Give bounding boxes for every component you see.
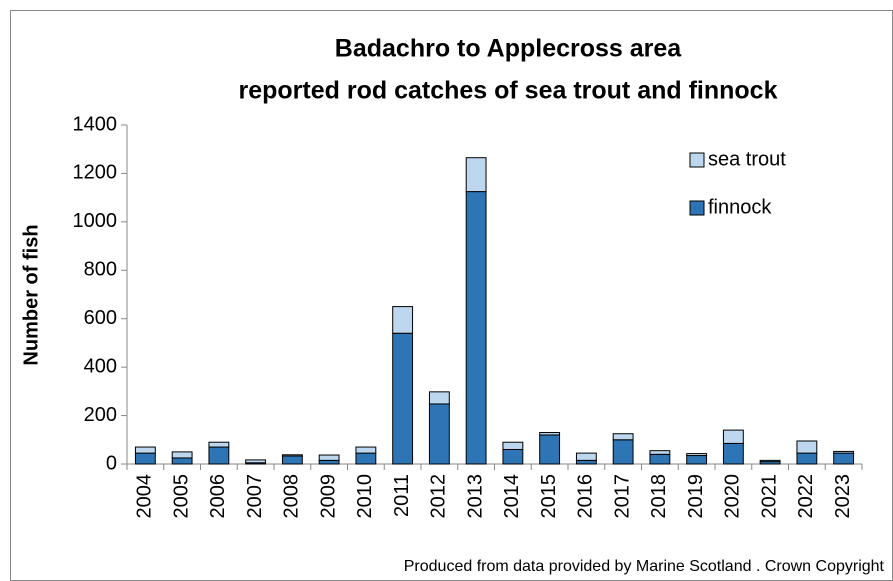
x-tick-label: 2012 [428, 474, 450, 519]
legend-swatch [689, 152, 705, 168]
bar-segment [612, 433, 634, 441]
bar-segment [392, 306, 414, 334]
x-tick-label: 2004 [134, 474, 156, 519]
x-tick-label: 2016 [575, 474, 597, 519]
x-tick-label: 2017 [611, 474, 633, 519]
bar-segment [465, 157, 487, 193]
y-tick-label: 1200 [73, 162, 118, 184]
bar-segment [134, 452, 156, 465]
bar-segment [686, 455, 708, 465]
x-tick-label: 2018 [648, 474, 670, 519]
legend-swatch [689, 200, 705, 216]
bar-segment [502, 448, 524, 465]
chart-border [10, 10, 893, 581]
bar-segment [171, 451, 193, 459]
bar-segment [539, 434, 561, 465]
x-tick-label: 2019 [685, 474, 707, 519]
bar-segment [355, 452, 377, 465]
y-tick-label: 0 [106, 452, 117, 474]
bar-segment [575, 459, 597, 465]
x-tick-label: 2020 [722, 474, 744, 519]
x-tick-label: 2014 [501, 474, 523, 519]
x-tick-label: 2015 [538, 474, 560, 519]
bar-segment [392, 332, 414, 465]
bar-segment [355, 446, 377, 454]
y-tick-label: 200 [84, 404, 117, 426]
x-tick-label: 2009 [317, 474, 339, 519]
bar-segment [208, 441, 230, 448]
x-tick-label: 2010 [354, 474, 376, 519]
bar-segment [428, 391, 450, 405]
y-tick-label: 600 [84, 307, 117, 329]
bar-segment [796, 452, 818, 465]
bar-segment [502, 441, 524, 450]
x-tick-label: 2006 [207, 474, 229, 519]
bar-segment [318, 459, 340, 465]
bar-segment [465, 191, 487, 465]
bar-segment [759, 459, 781, 463]
x-tick-label: 2022 [795, 474, 817, 519]
bar-segment [208, 446, 230, 465]
bar-segment [539, 432, 561, 436]
source-note: Produced from data provided by Marine Sc… [404, 558, 885, 575]
x-tick-label: 2023 [832, 474, 854, 519]
x-tick-label: 2013 [464, 474, 486, 519]
bar-segment [281, 455, 303, 465]
y-axis-title: Number of fish [20, 224, 42, 365]
bar-segment [134, 446, 156, 454]
bar-segment [245, 459, 267, 464]
bar-segment [612, 439, 634, 465]
bar-segment [649, 453, 671, 465]
chart-title: reported rod catches of sea trout and fi… [239, 77, 778, 105]
bar-segment [722, 429, 744, 444]
legend-label: sea trout [708, 148, 786, 170]
bar-segment [649, 450, 671, 455]
x-tick-label: 2005 [170, 474, 192, 519]
bar-segment [722, 442, 744, 465]
y-tick-label: 400 [84, 355, 117, 377]
y-tick-label: 800 [84, 259, 117, 281]
y-tick-label: 1000 [73, 210, 118, 232]
bar-segment [575, 452, 597, 461]
bar-segment [833, 450, 855, 454]
bar-segment [171, 457, 193, 465]
bar-segment [281, 454, 303, 457]
bar-segment [428, 403, 450, 465]
x-tick-label: 2007 [244, 474, 266, 519]
legend-label: finnock [708, 196, 772, 218]
bar-segment [796, 440, 818, 454]
x-tick-label: 2021 [758, 474, 780, 519]
x-tick-label: 2008 [281, 474, 303, 519]
chart-title: Badachro to Applecross area [335, 35, 683, 63]
bar-segment [318, 454, 340, 461]
bar-segment [686, 453, 708, 457]
x-tick-label: 2011 [391, 474, 413, 517]
y-tick-label: 1400 [73, 113, 118, 135]
bar-segment [833, 452, 855, 465]
